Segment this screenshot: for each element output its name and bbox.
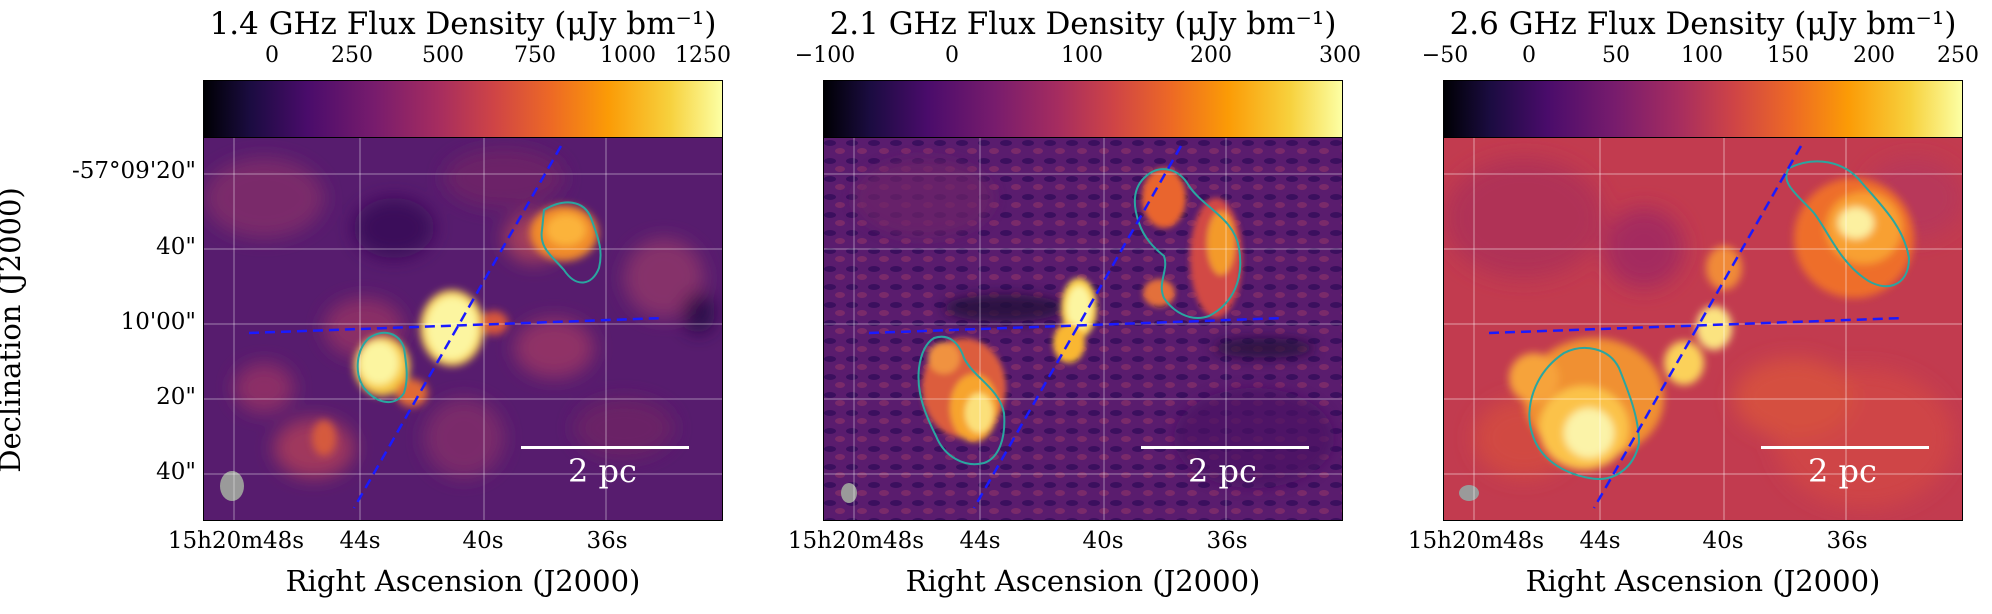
contours [917, 168, 1242, 466]
colorbar-tick: 50 [1602, 43, 1630, 68]
colorbar-tick: 250 [1937, 43, 1979, 68]
colorbar-tick: 750 [514, 43, 556, 68]
x-tick: 40s [1082, 528, 1124, 554]
x-tick: 36s [1826, 528, 1868, 554]
colorbar-tick: 0 [945, 43, 959, 68]
contours [356, 201, 602, 403]
scale-bar [1141, 446, 1309, 449]
colorbar-tick: 0 [265, 43, 279, 68]
guide-lines [248, 145, 665, 509]
colorbar-tick: 100 [1681, 43, 1723, 68]
y-tick: -57°09'20" [72, 158, 196, 184]
beam-ellipse [220, 471, 244, 501]
scale-bar [521, 446, 689, 449]
x-tick: 44s [1579, 528, 1621, 554]
coordinate-grid [824, 138, 1342, 520]
colorbar-tick: 0 [1522, 43, 1536, 68]
x-axis-label: Right Ascension (J2000) [905, 564, 1261, 598]
scale-bar-label: 2 pc [1188, 452, 1257, 490]
radio-image [1443, 137, 1963, 521]
colorbar-title: 2.6 GHz Flux Density (μJy bm⁻¹) [1449, 6, 1957, 42]
y-tick: 20" [156, 384, 196, 410]
x-tick: 36s [586, 528, 628, 554]
colorbar-tick: 1250 [675, 43, 731, 68]
coordinate-grid [204, 138, 722, 520]
colorbar-tick: 300 [1319, 43, 1361, 68]
colorbar-tick: −100 [794, 43, 856, 68]
contours [1528, 160, 1911, 480]
y-tick: 10'00" [120, 309, 196, 335]
radio-map [204, 138, 722, 520]
colorbar-tick: 250 [331, 43, 373, 68]
colorbar-tick: 100 [1061, 43, 1103, 68]
guide-lines [868, 145, 1285, 509]
x-tick: 15h20m48s [787, 528, 925, 554]
colorbar-tick: 150 [1767, 43, 1809, 68]
colorbar-title: 2.1 GHz Flux Density (μJy bm⁻¹) [829, 6, 1337, 42]
x-tick: 15h20m48s [167, 528, 305, 554]
x-tick: 40s [1702, 528, 1744, 554]
radio-image [823, 137, 1343, 521]
scale-bar-label: 2 pc [568, 452, 637, 490]
colorbar [1443, 80, 1963, 138]
x-axis-label: Right Ascension (J2000) [285, 564, 641, 598]
colorbar-tick: 1000 [600, 43, 656, 68]
beam-ellipse [841, 483, 857, 503]
x-tick: 44s [339, 528, 381, 554]
colorbar-tick: 500 [422, 43, 464, 68]
colorbar-ticks: −50 0 50 100 150 200 250 [1422, 43, 1979, 73]
x-tick: 40s [462, 528, 504, 554]
radio-map [1444, 138, 1962, 520]
colorbar-title: 1.4 GHz Flux Density (μJy bm⁻¹) [209, 6, 717, 42]
guide-lines [1488, 145, 1905, 509]
colorbar-ticks: −100 0 100 200 300 [795, 43, 1361, 73]
panel-1p4ghz: 1.4 GHz Flux Density (μJy bm⁻¹) 0 250 50… [168, 0, 803, 614]
panel-2p6ghz: 2.6 GHz Flux Density (μJy bm⁻¹) −50 0 50… [1408, 0, 1992, 614]
scale-bar [1761, 446, 1929, 449]
x-tick: 36s [1206, 528, 1248, 554]
colorbar [203, 80, 723, 138]
radio-image [203, 137, 723, 521]
colorbar-tick: −50 [1421, 43, 1469, 68]
y-tick: 40" [156, 459, 196, 485]
y-tick: 40" [156, 234, 196, 260]
x-axis-label: Right Ascension (J2000) [1525, 564, 1881, 598]
scale-bar-label: 2 pc [1808, 452, 1877, 490]
x-tick: 44s [959, 528, 1001, 554]
y-axis-label: Declination (J2000) [0, 187, 27, 473]
colorbar-tick: 200 [1190, 43, 1232, 68]
radio-map [824, 138, 1342, 520]
colorbar-tick: 200 [1853, 43, 1895, 68]
beam-ellipse [1459, 485, 1479, 501]
panel-2p1ghz: 2.1 GHz Flux Density (μJy bm⁻¹) −100 0 1… [788, 0, 1423, 614]
x-tick: 15h20m48s [1407, 528, 1545, 554]
colorbar-ticks: 0 250 500 750 1000 1250 [203, 43, 731, 73]
colorbar [823, 80, 1343, 138]
